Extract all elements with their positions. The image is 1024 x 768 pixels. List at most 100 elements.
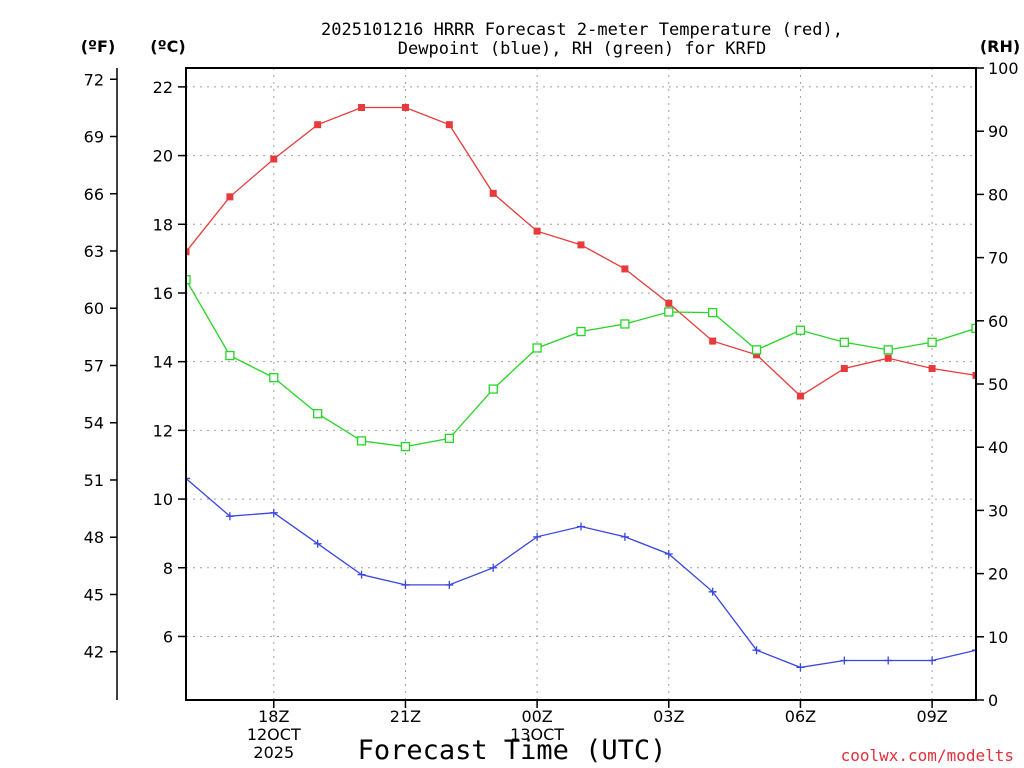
temperature-point (314, 121, 322, 129)
x-tick-label: 13OCT (510, 725, 564, 744)
fahrenheit-tick-label: 60 (84, 299, 104, 318)
celsius-tick-label: 8 (163, 559, 173, 578)
x-tick-label: 12OCT (247, 725, 301, 744)
dewpoint-point (186, 474, 190, 483)
x-tick-label: 09Z (916, 707, 947, 726)
celsius-tick-label: 14 (153, 353, 173, 372)
rh-point (444, 433, 454, 444)
fahrenheit-tick-label: 54 (84, 414, 104, 433)
fahrenheit-tick-label: 42 (84, 643, 104, 662)
rh-tick-label: 70 (988, 249, 1008, 268)
temperature-point (928, 365, 936, 373)
temperature-line (186, 106, 976, 397)
temperature-point (840, 365, 848, 373)
dewpoint-point (269, 508, 278, 517)
celsius-tick-label: 16 (153, 284, 173, 303)
rh-point (927, 337, 937, 347)
rh-point (186, 275, 191, 285)
fahrenheit-tick-label: 57 (84, 356, 104, 375)
temperature-point (358, 104, 366, 111)
temperature-point (270, 155, 278, 163)
rh-point (269, 373, 279, 383)
rh-point (488, 384, 498, 394)
rh-tick-label: 90 (988, 122, 1008, 141)
rh-tick-label: 10 (988, 628, 1008, 647)
rh-line (186, 279, 976, 448)
source-credit: coolwx.com/modelts (841, 746, 1014, 765)
plot-frame (185, 67, 977, 701)
data-series (186, 104, 976, 672)
x-tick-label: 21Z (390, 707, 421, 726)
x-axis-title: Forecast Time (UTC) (358, 735, 667, 766)
dewpoint-point (796, 663, 805, 672)
temperature-point (226, 193, 234, 201)
grid-lines (186, 68, 976, 700)
celsius-unit-label: (ºC) (150, 37, 185, 56)
fahrenheit-unit-label: (ºF) (81, 37, 116, 56)
temperature-point (972, 371, 976, 379)
rh-unit-label: (RH) (980, 37, 1020, 56)
fahrenheit-tick-label: 66 (84, 185, 104, 204)
rh-point (620, 319, 630, 329)
dewpoint-point (357, 570, 366, 579)
rh-point (532, 343, 542, 353)
rh-tick-label: 30 (988, 501, 1008, 520)
chart-title-line-1: 2025101216 HRRR Forecast 2-meter Tempera… (321, 20, 843, 40)
temperature-point (621, 265, 629, 273)
temperature-point (753, 351, 761, 359)
dewpoint-point (972, 646, 976, 655)
dewpoint-point (313, 539, 322, 548)
rh-tick-label: 20 (988, 565, 1008, 584)
temperature-point (489, 189, 497, 197)
celsius-tick-label: 18 (153, 215, 173, 234)
dewpoint-point (752, 646, 761, 655)
fahrenheit-tick-label: 51 (84, 471, 104, 490)
dewpoint-point (708, 587, 717, 596)
dewpoint-point (840, 656, 849, 665)
celsius-tick-label: 6 (163, 627, 173, 646)
dewpoint-point (533, 532, 542, 541)
rh-point (971, 323, 976, 334)
celsius-tick-label: 12 (153, 421, 173, 440)
dewpoint-point (445, 580, 454, 589)
celsius-tick-label: 10 (153, 490, 173, 509)
axes: 6 8 10 12 14 16 18 20 22 42 45 48 51 54 57 60 63 66 69 72 0 1… (84, 59, 1019, 762)
dewpoint-point (401, 580, 410, 589)
temperature-point (709, 337, 717, 345)
temperature-point (665, 299, 673, 307)
series-clip-group (186, 104, 976, 672)
x-tick-label: 06Z (785, 707, 816, 726)
celsius-tick-label: 22 (153, 78, 173, 97)
rh-point (751, 345, 762, 355)
rh-point (356, 436, 367, 446)
dewpoint-point (664, 550, 673, 559)
rh-tick-label: 40 (988, 438, 1008, 457)
rh-point (313, 409, 323, 419)
fahrenheit-tick-label: 72 (84, 70, 104, 89)
x-tick-label: 2025 (253, 743, 294, 762)
rh-point (400, 441, 411, 452)
rh-tick-label: 80 (988, 185, 1008, 204)
rh-point (839, 337, 849, 347)
rh-tick-label: 50 (988, 375, 1008, 394)
temperature-point (533, 227, 541, 235)
fahrenheit-tick-label: 69 (84, 128, 104, 147)
chart-title-line-2: Dewpoint (blue), RH (green) for KRFD (398, 39, 766, 59)
dewpoint-point (489, 563, 498, 572)
dewpoint-point (577, 522, 585, 531)
fahrenheit-tick-label: 48 (84, 528, 104, 547)
fahrenheit-tick-label: 63 (84, 242, 104, 261)
rh-point (708, 307, 718, 318)
temperature-point (884, 354, 892, 362)
rh-point (664, 307, 674, 317)
rh-tick-label: 0 (988, 691, 998, 710)
temperature-point (445, 121, 453, 129)
dewpoint-point (225, 512, 234, 521)
dewpoint-point (884, 656, 893, 665)
celsius-tick-label: 20 (153, 147, 173, 166)
rh-tick-label: 100 (988, 59, 1019, 78)
rh-point (883, 345, 893, 355)
dewpoint-point (620, 532, 629, 541)
x-tick-label: 18Z (258, 707, 289, 726)
